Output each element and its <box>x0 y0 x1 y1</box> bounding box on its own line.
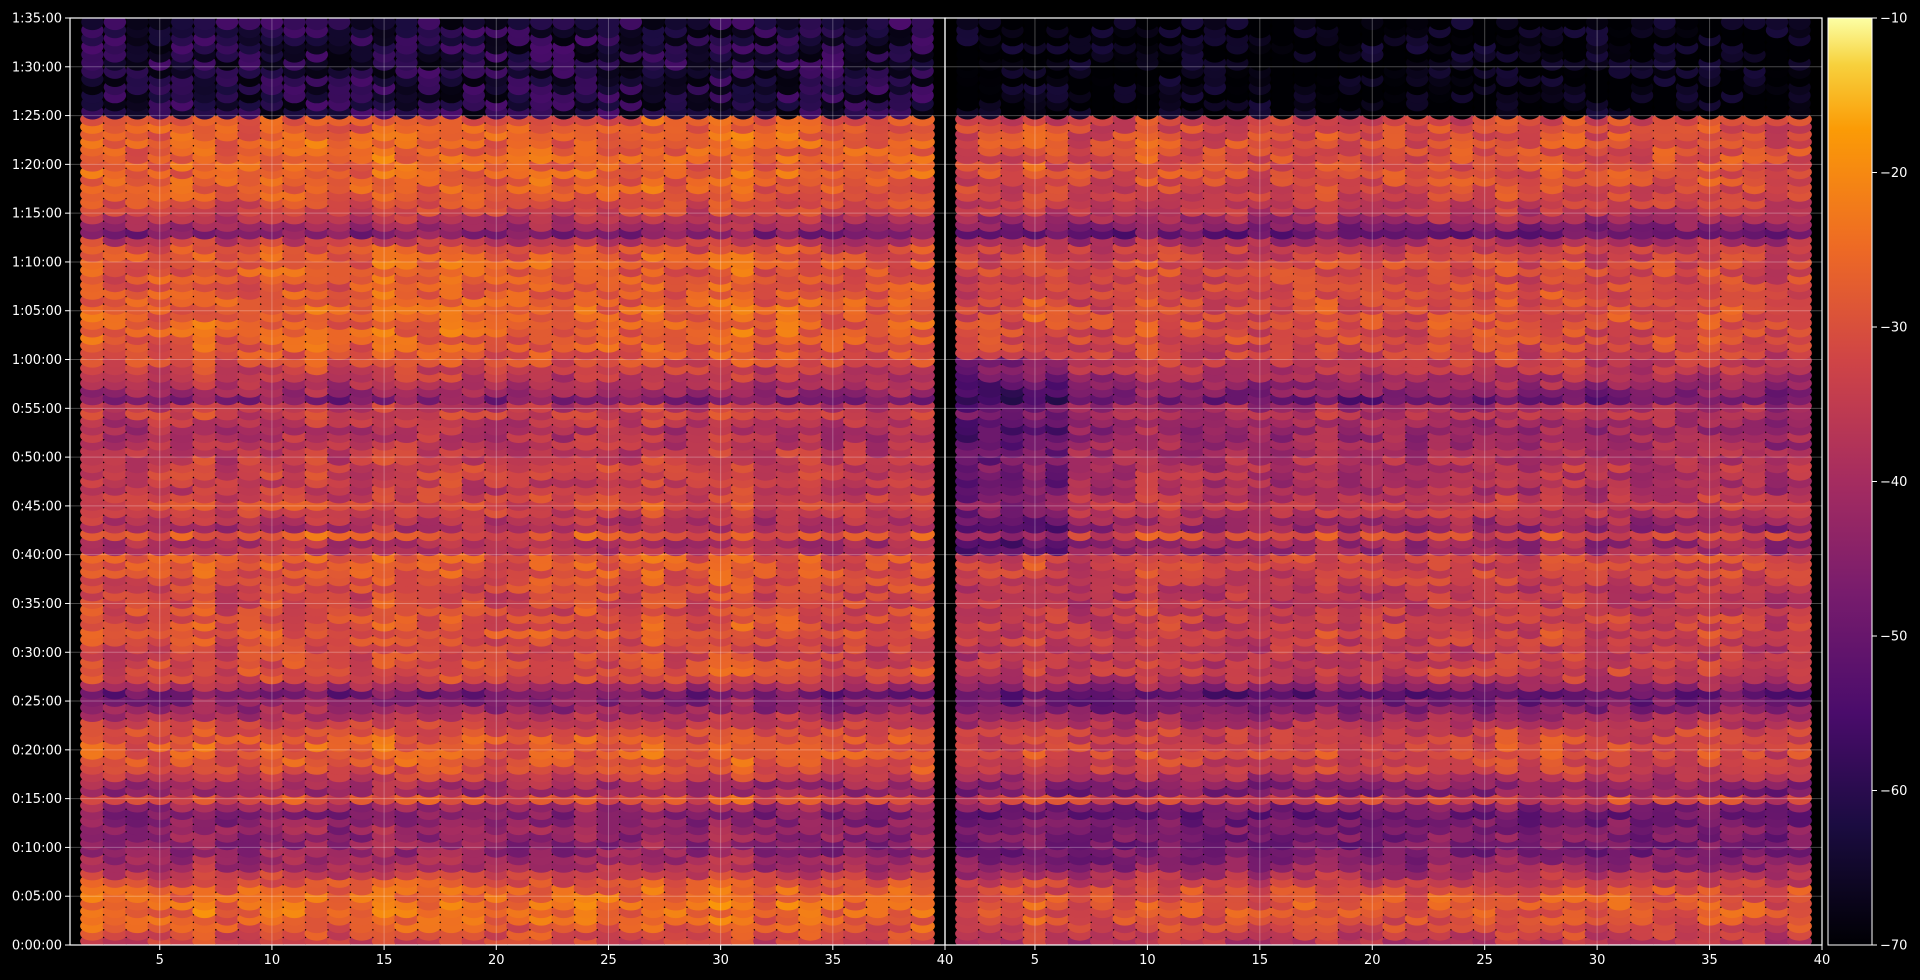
heatmap-cell <box>193 18 216 31</box>
heatmap-cell <box>597 18 620 31</box>
heatmap-cell <box>799 18 822 31</box>
heatmap-cell <box>754 18 777 31</box>
heatmap-cell <box>731 18 755 31</box>
heatmap-cell <box>888 18 912 31</box>
heatmap-cell <box>776 18 800 31</box>
heatmap-cell <box>866 18 889 31</box>
heatmap-cell <box>171 18 194 31</box>
heatmap-cell <box>417 18 441 31</box>
heatmap-cell <box>462 18 485 31</box>
heatmap-cell <box>642 18 665 31</box>
left-panel <box>69 17 946 946</box>
heatmap-cell <box>844 18 867 31</box>
heatmap-cell <box>283 18 306 31</box>
heatmap-cell <box>305 18 328 31</box>
heatmap-cell <box>574 18 598 31</box>
heatmap-cell <box>619 18 643 31</box>
left-gridlines <box>70 17 946 946</box>
right-panel <box>944 17 1823 946</box>
heatmap-cell <box>507 18 530 31</box>
heatmap-cell <box>372 18 396 31</box>
heatmap-cell <box>103 18 127 31</box>
heatmap-cell <box>440 18 463 31</box>
heatmap-cell <box>395 18 418 31</box>
heatmap-cell <box>664 18 687 31</box>
right-heatmap-marks <box>955 18 1812 945</box>
heatmap-cell <box>126 18 149 31</box>
heatmap-cell <box>485 18 508 31</box>
heatmap-cell <box>978 18 1002 31</box>
heatmap-cell <box>709 18 732 31</box>
heatmap-cell <box>260 18 284 31</box>
heatmap-cell <box>238 18 261 31</box>
left-heatmap-marks <box>80 18 935 945</box>
heatmap-cell <box>148 18 171 31</box>
heatmap-cell <box>911 18 934 31</box>
heatmap-cell <box>81 18 104 31</box>
heatmap-cell <box>956 18 979 31</box>
heatmap-cell <box>821 18 844 31</box>
heatmap-cell <box>552 18 575 31</box>
heatmap-cell <box>530 18 553 31</box>
heatmap-cell <box>215 18 239 31</box>
heatmap-cell <box>350 18 373 31</box>
heatmap-cell <box>687 18 710 31</box>
heatmap-cell <box>328 18 351 31</box>
